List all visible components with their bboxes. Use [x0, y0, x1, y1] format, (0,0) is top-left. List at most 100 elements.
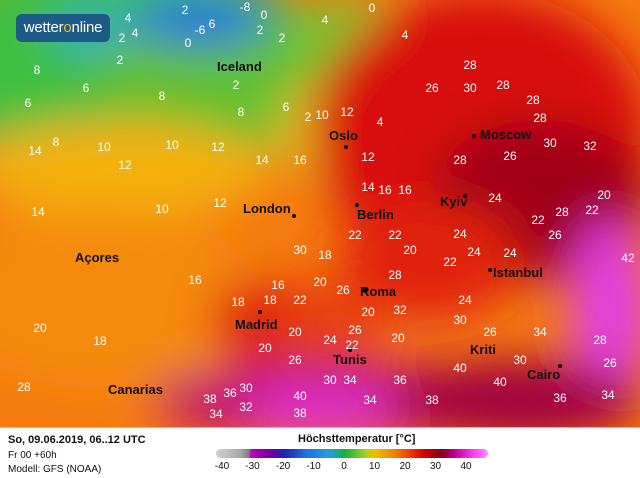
- legend-tick: 10: [368, 461, 381, 472]
- city-marker: [348, 348, 352, 352]
- temperature-value: 4: [401, 28, 409, 42]
- temperature-value: 4: [376, 115, 384, 129]
- temperature-value: 28: [526, 93, 540, 107]
- temperature-value: 4: [131, 26, 139, 40]
- temperature-value: 8: [52, 135, 60, 149]
- temperature-value: 22: [443, 255, 457, 269]
- temperature-value: 26: [503, 149, 517, 163]
- city-label: Kyiv: [440, 194, 468, 209]
- temperature-value: 4: [124, 11, 132, 25]
- legend-tick: -30: [245, 461, 260, 472]
- temperature-value: 12: [213, 196, 227, 210]
- city-marker: [344, 145, 348, 149]
- city-marker: [558, 364, 562, 368]
- legend-tick: -40: [214, 461, 230, 472]
- temperature-value: 0: [260, 8, 268, 22]
- temperature-value: 24: [453, 227, 467, 241]
- temperature-value: 22: [293, 293, 307, 307]
- temperature-value: 6: [282, 100, 290, 114]
- city-marker: [292, 214, 296, 218]
- city-label: Tunis: [333, 352, 367, 367]
- temperature-value: 10: [97, 140, 111, 154]
- city-marker: [363, 288, 367, 292]
- temperature-value: 36: [223, 386, 237, 400]
- temperature-value: 24: [458, 293, 472, 307]
- temperature-value: 34: [343, 373, 357, 387]
- temperature-value: 28: [496, 78, 510, 92]
- temperature-value: -6: [194, 23, 206, 37]
- temperature-value: 16: [378, 183, 392, 197]
- temperature-value: 34: [363, 393, 377, 407]
- temperature-value: 22: [531, 213, 545, 227]
- temperature-value: 20: [258, 341, 272, 355]
- legend-tick: 0: [341, 461, 347, 472]
- city-label: Açores: [75, 250, 120, 265]
- temperature-value: 24: [503, 246, 517, 260]
- city-marker: [258, 310, 262, 314]
- temperature-value: 36: [393, 373, 407, 387]
- temperature-value: 28: [555, 205, 569, 219]
- temperature-value: 8: [158, 89, 166, 103]
- temperature-value: 30: [239, 381, 253, 395]
- city-label: Berlin: [357, 207, 394, 222]
- city-label: Iceland: [217, 59, 262, 74]
- temperature-value: 4: [321, 13, 329, 27]
- temperature-value: 32: [239, 400, 253, 414]
- temperature-value: 16: [271, 278, 285, 292]
- temperature-value: 24: [323, 333, 337, 347]
- temperature-value: 26: [548, 228, 562, 242]
- temperature-value: 30: [293, 243, 307, 257]
- city-marker: [463, 194, 467, 198]
- temperature-value: 6: [82, 81, 90, 95]
- temperature-value: 22: [345, 338, 359, 352]
- temperature-value: 18: [263, 293, 277, 307]
- temperature-value: 22: [585, 203, 599, 217]
- temperature-value: 12: [118, 158, 132, 172]
- temperature-value: 28: [388, 268, 402, 282]
- temperature-value: 8: [237, 105, 245, 119]
- temperature-value: 34: [533, 325, 547, 339]
- temperature-value: 32: [393, 303, 407, 317]
- temperature-value: 40: [293, 389, 307, 403]
- temperature-value: 18: [231, 295, 245, 309]
- model-run: Fr 00 +60h: [8, 450, 57, 461]
- temperature-value: 14: [28, 144, 42, 158]
- temperature-value: 6: [208, 17, 216, 31]
- city-marker: [355, 203, 359, 207]
- temperature-value: 24: [488, 191, 502, 205]
- forecast-date: So, 09.06.2019, 06..12 UTC: [8, 434, 146, 446]
- temperature-value: 38: [293, 406, 307, 420]
- temperature-value: 10: [165, 138, 179, 152]
- model-name: Modell: GFS (NOAA): [8, 464, 102, 475]
- temperature-value: 22: [348, 228, 362, 242]
- temperature-value: 26: [288, 353, 302, 367]
- temperature-value: 28: [533, 111, 547, 125]
- temperature-value: 34: [209, 407, 223, 421]
- city-label: Istanbul: [493, 265, 543, 280]
- city-label: Cairo: [527, 367, 561, 382]
- temperature-value: 2: [278, 31, 286, 45]
- temperature-value: 12: [361, 150, 375, 164]
- temperature-value: 24: [467, 245, 481, 259]
- temperature-value: 26: [425, 81, 439, 95]
- temperature-map[interactable]: Iceland Oslo Moscow London Berlin Kyiv Açores M…: [0, 0, 640, 427]
- city-label: London: [243, 201, 291, 216]
- temperature-value: 2: [181, 3, 189, 17]
- temperature-value: 2: [118, 31, 126, 45]
- legend-tick: -10: [306, 461, 321, 472]
- temperature-value: 26: [603, 356, 617, 370]
- temperature-value: 20: [391, 331, 405, 345]
- temperature-value: 10: [155, 202, 169, 216]
- city-label: Oslo: [329, 128, 358, 143]
- temperature-value: 20: [288, 325, 302, 339]
- temperature-value: 0: [368, 1, 376, 15]
- temperature-value: 16: [293, 153, 307, 167]
- temperature-value: 40: [453, 361, 467, 375]
- temperature-value: 40: [493, 375, 507, 389]
- temperature-value: -8: [239, 0, 251, 14]
- legend-tick: -20: [275, 461, 291, 472]
- temperature-value: 14: [255, 153, 269, 167]
- temperature-value: 28: [463, 58, 477, 72]
- temperature-value: 30: [513, 353, 527, 367]
- wetteronline-logo[interactable]: wetteronline: [16, 14, 110, 42]
